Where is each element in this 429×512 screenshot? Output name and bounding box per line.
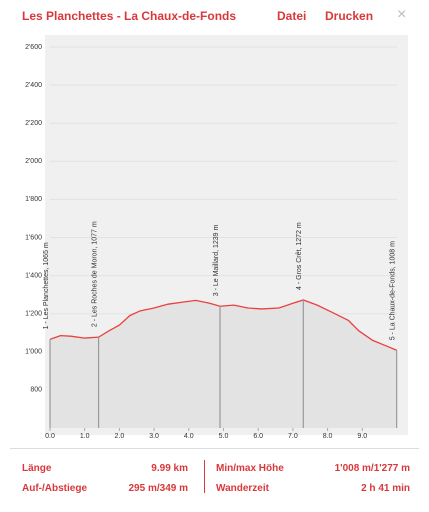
x-tick-label: 5.0 xyxy=(219,433,229,440)
y-tick-label: 800 xyxy=(30,387,42,394)
menu-drucken[interactable]: Drucken xyxy=(325,9,374,23)
x-tick-label: 3.0 xyxy=(149,433,159,440)
y-tick-label: 2'200 xyxy=(25,120,42,127)
y-tick-label: 2'000 xyxy=(25,158,42,165)
waypoint-label: 3 - Le Maillard, 1239 m xyxy=(213,225,220,297)
stat-value: 1'008 m/1'277 m xyxy=(334,463,410,474)
y-tick-label: 2'400 xyxy=(25,82,42,89)
x-tick-label: 8.0 xyxy=(323,433,333,440)
x-tick-label: 9.0 xyxy=(357,433,367,440)
area xyxy=(50,299,397,428)
y-tick-label: 1'600 xyxy=(25,234,42,241)
waypoint-label: 2 - Les Roches de Moron, 1077 m xyxy=(91,221,98,327)
separator xyxy=(10,448,419,449)
x-tick-label: 4.0 xyxy=(184,433,194,440)
menu-datei[interactable]: Datei xyxy=(277,9,307,23)
stat-label: Wanderzeit xyxy=(216,483,269,494)
title: Les Planchettes - La Chaux-de-Fonds xyxy=(22,9,237,23)
divider xyxy=(204,460,205,493)
x-tick-label: 6.0 xyxy=(253,433,263,440)
elevation-line xyxy=(49,299,397,351)
stat-value: 2 h 41 min xyxy=(361,483,410,494)
waypoint-label: 1 - Les Planchettes, 1065 m xyxy=(43,242,50,329)
waypoint-label: 4 - Gros Crêt, 1272 m xyxy=(296,222,303,290)
x-tick-label: 2.0 xyxy=(115,433,125,440)
stat-label: Länge xyxy=(22,463,52,474)
stat-value: 9.99 km xyxy=(151,463,188,474)
stat-label: Min/max Höhe xyxy=(216,463,284,474)
y-tick-label: 1'800 xyxy=(25,196,42,203)
stat-value: 295 m/349 m xyxy=(128,483,189,494)
waypoint-label: 5 - La Chaux-de-Fonds, 1008 m xyxy=(389,241,396,340)
x-tick-label: 0.0 xyxy=(45,433,55,440)
x-tick-label: 1.0 xyxy=(80,433,90,440)
y-tick-label: 1'400 xyxy=(25,272,42,279)
y-tick-label: 1'200 xyxy=(25,311,42,318)
chart: 800 1'000 1'200 1'400 1'600 1'800 2'000 2'200 2'… xyxy=(25,35,408,440)
x-tick-label: 7.0 xyxy=(288,433,298,440)
y-tick-label: 2'600 xyxy=(25,44,42,51)
stat-label: Auf-/Abstiege xyxy=(22,483,87,494)
y-tick-label: 1'000 xyxy=(25,349,42,356)
close-button[interactable]: × xyxy=(397,6,407,23)
